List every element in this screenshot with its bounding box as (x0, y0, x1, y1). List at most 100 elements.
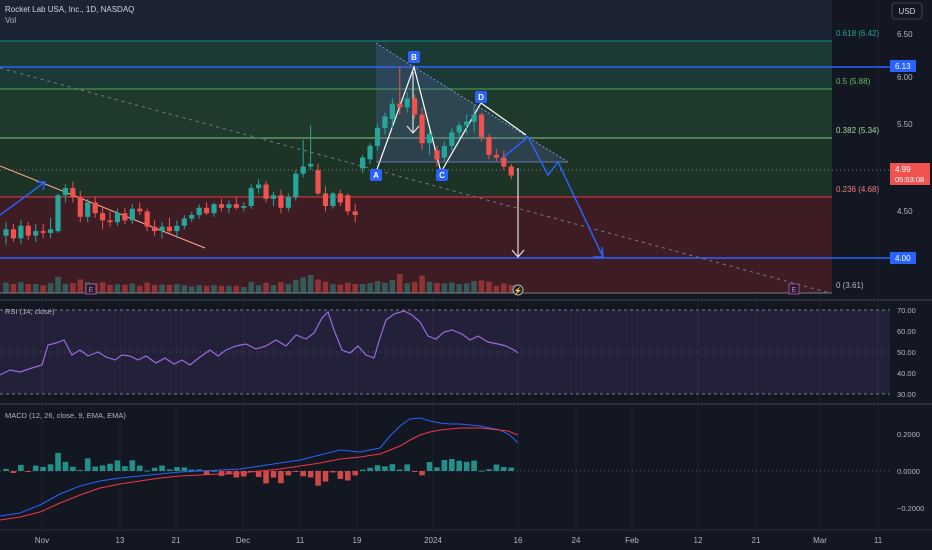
volume-bar (181, 285, 188, 293)
volume-bar (107, 284, 113, 293)
candle-body[interactable] (493, 154, 499, 158)
candle-body[interactable] (486, 136, 492, 155)
volume-bar (419, 275, 425, 293)
price-axis[interactable]: 6.50 6.00 5.50 4.50 (897, 30, 913, 216)
candle-body[interactable] (218, 204, 225, 208)
candle-body[interactable] (159, 226, 165, 232)
candle-body[interactable] (419, 114, 425, 144)
histogram-bar (419, 471, 425, 476)
candle-body[interactable] (322, 193, 329, 207)
candle-body[interactable] (181, 218, 187, 226)
candle-body[interactable] (137, 208, 143, 212)
candle-body[interactable] (211, 204, 217, 214)
candle-body[interactable] (189, 214, 195, 219)
candle-body[interactable] (382, 116, 388, 128)
candle-body[interactable] (397, 103, 403, 108)
candle-body[interactable] (464, 121, 470, 126)
candle-body[interactable] (70, 188, 76, 198)
earnings-marker-feb[interactable]: E (788, 283, 800, 295)
point-b-label[interactable]: B (408, 51, 420, 63)
price-badge-613: 6.13 (890, 60, 916, 72)
time-axis[interactable]: Nov 13 21 Dec 11 19 2024 16 24 Feb 12 21… (35, 536, 883, 545)
macd-pane[interactable]: MACD (12, 26, close, 9, EMA, EMA) 0.2000… (0, 411, 924, 521)
candle-body[interactable] (62, 188, 69, 196)
candle-body[interactable] (196, 207, 202, 215)
price-badge-400: 4.00 (890, 252, 916, 264)
candle-body[interactable] (315, 170, 321, 194)
candle-body[interactable] (300, 166, 306, 174)
candle-body[interactable] (3, 229, 9, 236)
candle-body[interactable] (337, 193, 343, 203)
price-tick: 6.50 (897, 30, 913, 39)
lightning-icon[interactable]: ⚡ (512, 284, 524, 296)
candle-body[interactable] (85, 202, 91, 217)
earnings-marker-nov[interactable]: E (85, 283, 97, 295)
blue-up-arrow[interactable] (0, 181, 46, 216)
candle-body[interactable] (501, 157, 507, 167)
candle-body[interactable] (129, 208, 135, 221)
candle-body[interactable] (55, 195, 61, 232)
candle-body[interactable] (92, 202, 98, 214)
candle-body[interactable] (285, 197, 291, 208)
candle-body[interactable] (471, 114, 477, 122)
candle-body[interactable] (330, 193, 336, 207)
histogram-bar (240, 471, 247, 477)
candle-body[interactable] (352, 211, 358, 215)
candle-body[interactable] (270, 195, 277, 199)
candle-body[interactable] (434, 150, 440, 160)
candle-body[interactable] (508, 166, 514, 176)
histogram-bar (382, 466, 388, 471)
candle-body[interactable] (412, 98, 418, 115)
candle-body[interactable] (99, 213, 106, 221)
candle-body[interactable] (47, 229, 54, 233)
point-d-label[interactable]: D (475, 91, 487, 103)
candle-body[interactable] (256, 184, 262, 189)
point-a-label[interactable]: A (370, 169, 382, 181)
candle-body[interactable] (345, 195, 351, 212)
candle-body[interactable] (233, 204, 239, 208)
candle-body[interactable] (374, 127, 381, 146)
rsi-pane[interactable]: RSI (14, close) 70.00 60.00 50.00 40.00 … (0, 306, 916, 399)
candle-body[interactable] (166, 226, 173, 232)
volume-bar (478, 280, 485, 293)
candle-body[interactable] (389, 103, 395, 120)
candle-body[interactable] (404, 98, 410, 108)
candle-body[interactable] (40, 231, 46, 233)
histogram-bar (270, 471, 277, 478)
candle-body[interactable] (456, 125, 462, 133)
candle-body[interactable] (122, 213, 128, 221)
point-c-label[interactable]: C (436, 169, 448, 181)
volume-bar (62, 284, 69, 293)
candle-body[interactable] (426, 134, 433, 144)
candle-body[interactable] (25, 225, 31, 236)
candle-body[interactable] (204, 207, 210, 214)
candle-body[interactable] (33, 231, 39, 236)
candle-body[interactable] (441, 145, 447, 158)
dashed-trendline[interactable] (0, 67, 831, 294)
candle-body[interactable] (107, 220, 113, 223)
projection-path[interactable] (499, 135, 604, 258)
candle-body[interactable] (360, 157, 366, 169)
candle-body[interactable] (226, 204, 232, 208)
candle-body[interactable] (18, 225, 24, 239)
candle-body[interactable] (241, 206, 247, 208)
candle-body[interactable] (144, 211, 150, 227)
candle-body[interactable] (293, 173, 299, 198)
candle-body[interactable] (308, 163, 314, 167)
candle-body[interactable] (263, 184, 269, 199)
candle-body[interactable] (10, 229, 17, 239)
candlesticks[interactable] (3, 67, 514, 245)
candle-body[interactable] (449, 132, 455, 146)
candle-body[interactable] (114, 213, 121, 223)
candle-body[interactable] (278, 195, 284, 208)
candle-body[interactable] (478, 114, 485, 137)
svg-text:B: B (411, 53, 417, 62)
candle-body[interactable] (248, 188, 254, 207)
candle-body[interactable] (77, 197, 83, 217)
currency-button[interactable]: USD (891, 2, 923, 20)
histogram-bar (300, 471, 306, 477)
candle-body[interactable] (174, 225, 180, 232)
candle-body[interactable] (367, 145, 373, 160)
candle-body[interactable] (152, 226, 158, 232)
